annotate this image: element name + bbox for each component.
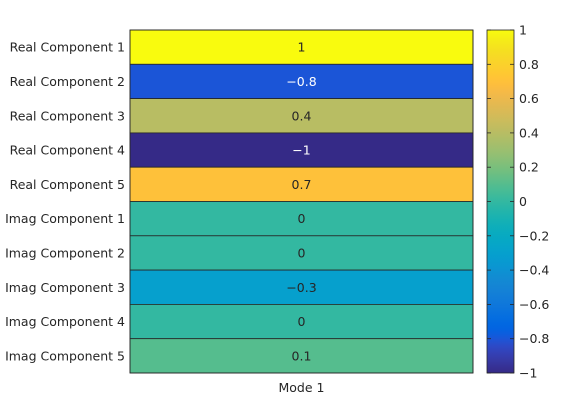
colorbar-tick-label: −0.6 xyxy=(519,297,549,312)
y-tick-label: Real Component 3 xyxy=(10,108,125,123)
colorbar-tick-label: −0.4 xyxy=(519,263,549,278)
heatmap-cells: 1 −0.8 0.4 −1 0.7 0 0 −0.3 0 0.1 xyxy=(129,29,474,374)
heatmap-cell xyxy=(129,98,474,134)
y-tick-label: Real Component 1 xyxy=(10,40,125,55)
y-tick-label: Imag Component 2 xyxy=(5,245,125,260)
cell-value-label: −0.3 xyxy=(286,280,316,295)
colorbar-tick-label: −1 xyxy=(519,366,537,381)
colorbar-tick-label: 0.4 xyxy=(519,125,539,140)
y-tick-label: Imag Component 4 xyxy=(5,314,125,329)
colorbar-gradient xyxy=(486,29,515,374)
colorbar-tick-label: −0.2 xyxy=(519,228,549,243)
cell-value-label: 0.1 xyxy=(292,348,312,363)
heatmap-cell xyxy=(129,63,474,100)
colorbar-tick-label: 0 xyxy=(519,194,527,209)
y-tick-label: Real Component 4 xyxy=(10,143,125,158)
heatmap-cell xyxy=(129,132,474,168)
colorbar-tick-label: 0.2 xyxy=(519,160,539,175)
heatmap-cell xyxy=(129,201,474,237)
x-tick-label: Mode 1 xyxy=(279,380,325,395)
heatmap-cell xyxy=(129,29,474,65)
colorbar-tick-label: 1 xyxy=(519,23,527,38)
y-tick-label: Real Component 5 xyxy=(10,177,125,192)
y-tick-label: Imag Component 1 xyxy=(5,211,125,226)
heatmap-cell xyxy=(129,166,474,202)
colorbar-ticks: 1 0.8 0.6 0.4 0.2 0 −0.2 −0.4 −0.6 −0.8 −1 xyxy=(487,23,549,381)
cell-value-label: 0 xyxy=(298,245,306,260)
cell-value-label: −0.8 xyxy=(286,74,316,89)
heatmap-cell xyxy=(129,338,474,374)
colorbar-tick-label: 0.8 xyxy=(519,57,539,72)
colorbar-tick-label: −0.8 xyxy=(519,331,549,346)
plot-border xyxy=(129,29,474,374)
y-tick-label: Imag Component 5 xyxy=(5,348,125,363)
colorbar-tick-label: 0.6 xyxy=(519,91,539,106)
cell-value-label: 0.7 xyxy=(292,177,312,192)
y-tick-label: Imag Component 3 xyxy=(5,280,125,295)
cell-value-label: 0 xyxy=(298,314,306,329)
x-axis-labels: Mode 1 xyxy=(279,380,325,395)
y-tick-label: Real Component 2 xyxy=(10,74,125,89)
cell-value-label: 0 xyxy=(298,211,306,226)
cell-value-label: 1 xyxy=(298,40,306,55)
y-axis-labels: Real Component 1 Real Component 2 Real Com… xyxy=(5,40,125,364)
cell-value-label: −1 xyxy=(292,143,310,158)
cell-value-label: 0.4 xyxy=(292,108,312,123)
colorbar: 1 0.8 0.6 0.4 0.2 0 −0.2 −0.4 −0.6 −0.8 −1 xyxy=(486,23,549,381)
